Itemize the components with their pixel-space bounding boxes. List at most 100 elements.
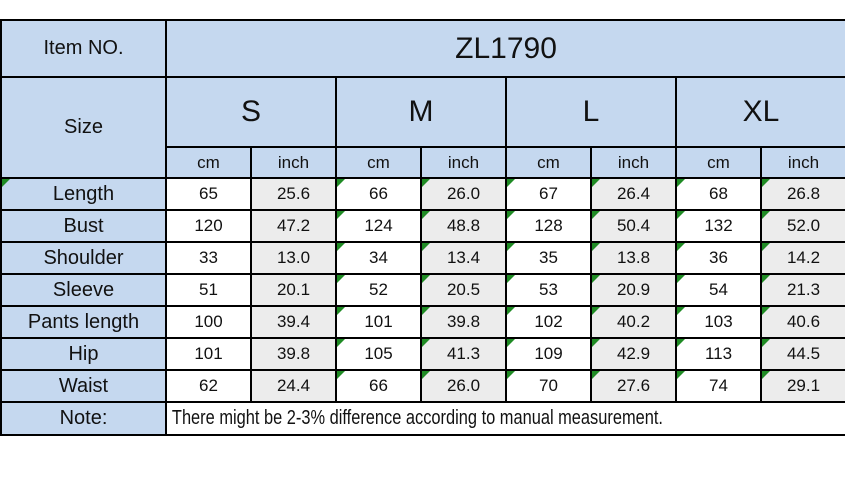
value-cell-text: 103 [704, 312, 733, 331]
note-text: There might be 2-3% difference according… [171, 407, 663, 429]
value-cell-text: 13.0 [276, 248, 311, 267]
value-cell-text: 51 [199, 280, 218, 299]
row-label: Bust [0, 209, 167, 243]
value-cell-text: 26.4 [616, 184, 651, 203]
cell-error-flag-icon [508, 212, 515, 219]
row-label-text: Length [52, 182, 115, 205]
value-cell-text: 13.4 [446, 248, 481, 267]
value-cell-text: 26.0 [446, 184, 481, 203]
measurement-row: Shoulder 33 13.0 34 13.4 35 13.8 36 14.2 [0, 241, 845, 275]
cell-error-flag-icon [338, 340, 345, 347]
unit-header: cm [675, 146, 762, 179]
value-cell: 20.9 [590, 273, 677, 307]
size-chart-table: Item NO. ZL1790 Size S M L XL cm inch cm… [0, 19, 845, 436]
value-cell: 68 [675, 177, 762, 211]
note-label-cell: Note: [0, 401, 167, 436]
value-cell-text: 54 [709, 280, 728, 299]
value-cell: 102 [505, 305, 592, 339]
value-cell: 29.1 [760, 369, 845, 403]
value-cell-text: 21.3 [786, 280, 821, 299]
value-cell-text: 40.6 [786, 312, 821, 331]
note-row: Note: There might be 2-3% difference acc… [0, 401, 845, 436]
value-cell-text: 124 [364, 216, 393, 235]
value-cell: 33 [165, 241, 252, 275]
value-cell-text: 52.0 [786, 216, 821, 235]
value-cell: 13.4 [420, 241, 507, 275]
unit-header: inch [760, 146, 845, 179]
value-cell-text: 24.4 [276, 376, 311, 395]
value-cell-text: 65 [199, 184, 218, 203]
value-cell: 26.0 [420, 369, 507, 403]
cell-error-flag-icon [763, 180, 770, 187]
value-cell: 39.8 [420, 305, 507, 339]
cell-error-flag-icon [593, 372, 600, 379]
unit-header: inch [420, 146, 507, 179]
value-cell: 70 [505, 369, 592, 403]
value-cell-text: 102 [534, 312, 563, 331]
value-cell-text: 29.1 [786, 376, 821, 395]
value-cell: 14.2 [760, 241, 845, 275]
cell-error-flag-icon [593, 340, 600, 347]
cell-error-flag-icon [338, 308, 345, 315]
value-cell-text: 20.9 [616, 280, 651, 299]
row-label: Sleeve [0, 273, 167, 307]
value-cell-text: 27.6 [616, 376, 651, 395]
size-header-xl: XL [675, 76, 845, 148]
size-header-row: Size S M L XL [0, 76, 845, 179]
row-label: Shoulder [0, 241, 167, 275]
size-header-l: L [505, 76, 677, 148]
value-cell: 36 [675, 241, 762, 275]
value-cell-text: 13.8 [616, 248, 651, 267]
row-label: Length [0, 177, 167, 211]
value-cell: 50.4 [590, 209, 677, 243]
size-label-cell: Size [0, 76, 167, 179]
value-cell: 39.4 [250, 305, 337, 339]
value-cell-text: 120 [194, 216, 223, 235]
value-cell: 26.0 [420, 177, 507, 211]
value-cell: 66 [335, 369, 422, 403]
cell-error-flag-icon [338, 372, 345, 379]
cell-error-flag-icon [763, 340, 770, 347]
item-no-row: Item NO. ZL1790 [0, 19, 845, 78]
measurement-row: Waist 62 24.4 66 26.0 70 27.6 74 29.1 [0, 369, 845, 403]
cell-error-flag-icon [678, 244, 685, 251]
value-cell: 109 [505, 337, 592, 371]
cell-error-flag-icon [423, 276, 430, 283]
cell-error-flag-icon [593, 276, 600, 283]
value-cell-text: 34 [369, 248, 388, 267]
item-no-value-cell: ZL1790 [165, 19, 845, 78]
value-cell: 103 [675, 305, 762, 339]
item-no-label-cell: Item NO. [0, 19, 167, 78]
value-cell-text: 20.5 [446, 280, 481, 299]
value-cell-text: 100 [194, 312, 223, 331]
value-cell: 120 [165, 209, 252, 243]
value-cell: 53 [505, 273, 592, 307]
value-cell: 52 [335, 273, 422, 307]
value-cell-text: 74 [709, 376, 728, 395]
value-cell: 34 [335, 241, 422, 275]
value-cell-text: 109 [534, 344, 563, 363]
cell-error-flag-icon [678, 276, 685, 283]
value-cell: 52.0 [760, 209, 845, 243]
row-label: Hip [0, 337, 167, 371]
unit-header: inch [590, 146, 677, 179]
value-cell: 13.8 [590, 241, 677, 275]
value-cell-text: 39.8 [276, 344, 311, 363]
value-cell-text: 35 [539, 248, 558, 267]
value-cell-text: 41.3 [446, 344, 481, 363]
value-cell-text: 66 [369, 376, 388, 395]
value-cell: 42.9 [590, 337, 677, 371]
value-cell: 35 [505, 241, 592, 275]
cell-error-flag-icon [763, 372, 770, 379]
value-cell: 24.4 [250, 369, 337, 403]
value-cell: 51 [165, 273, 252, 307]
value-cell-text: 101 [194, 344, 223, 363]
cell-error-flag-icon [593, 308, 600, 315]
value-cell-text: 42.9 [616, 344, 651, 363]
cell-error-flag-icon [508, 340, 515, 347]
cell-error-flag-icon [678, 340, 685, 347]
value-cell: 26.4 [590, 177, 677, 211]
value-cell-text: 105 [364, 344, 393, 363]
value-cell-text: 113 [704, 344, 733, 363]
value-cell-text: 39.8 [446, 312, 481, 331]
